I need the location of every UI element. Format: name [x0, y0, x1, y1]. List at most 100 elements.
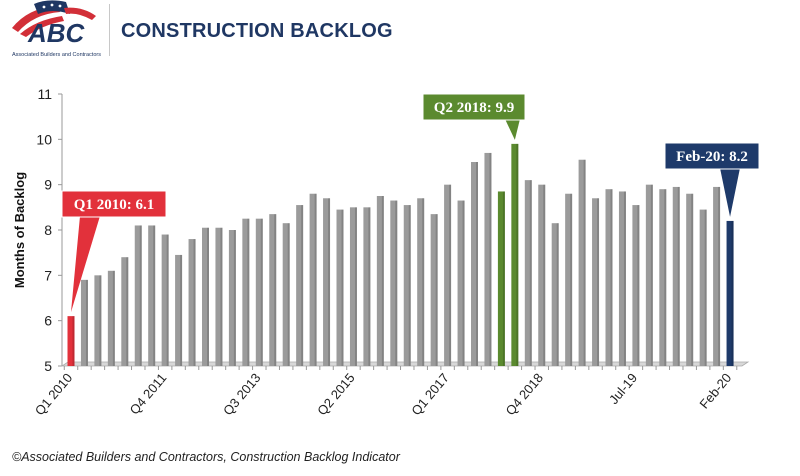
bar-body	[618, 191, 626, 366]
callout: Q2 2018: 9.9	[422, 93, 526, 140]
bar-body	[538, 184, 546, 366]
bar-body	[430, 214, 438, 366]
bar	[336, 209, 344, 366]
bar-body	[269, 214, 277, 366]
x-tick-label: Q1 2017	[408, 370, 452, 418]
bar-shade	[112, 270, 115, 366]
bar-body	[578, 159, 586, 366]
bar-body	[67, 316, 75, 366]
bar-body	[323, 198, 331, 366]
bar-shade	[556, 223, 559, 366]
bar-shade	[502, 191, 505, 366]
bar-body	[188, 239, 196, 366]
bar-shade	[664, 189, 667, 366]
bar	[202, 227, 209, 366]
bar	[403, 205, 411, 366]
y-tick-label: 5	[44, 358, 52, 374]
bar	[686, 193, 694, 366]
bar-body	[417, 198, 425, 366]
callout-pointer	[71, 216, 100, 313]
bar-body	[484, 152, 492, 366]
bar-shade	[72, 316, 75, 366]
bar	[618, 191, 626, 366]
bar-shade	[260, 218, 263, 366]
bar-shade	[166, 234, 169, 366]
bar-body	[376, 196, 384, 366]
bar	[376, 196, 384, 366]
x-tick-label: Jul-19	[606, 370, 640, 407]
bar-shade	[314, 193, 317, 366]
bar	[121, 257, 129, 366]
logo-text: ABC	[27, 18, 86, 48]
bar-shade	[220, 227, 223, 366]
callout-label: Feb-20: 8.2	[676, 149, 748, 165]
y-axis-label: Months of Backlog	[12, 172, 27, 288]
bar-shade	[583, 159, 586, 366]
bar-body	[228, 230, 236, 366]
bar-body	[309, 193, 317, 366]
bar-shade	[153, 225, 156, 366]
bar-body	[444, 184, 452, 366]
bar	[632, 205, 640, 366]
bar-body	[699, 209, 707, 366]
bar-body	[659, 189, 667, 366]
bar-shade	[462, 200, 465, 366]
bar-shade	[354, 207, 357, 366]
bar	[282, 223, 290, 366]
bar	[349, 207, 357, 366]
bar-shade	[193, 239, 196, 366]
bar-body	[148, 225, 156, 366]
bar	[430, 214, 438, 366]
bar-body	[134, 225, 142, 366]
bar	[363, 207, 371, 366]
callout: Q1 2010: 6.1	[61, 190, 167, 313]
bar-body	[80, 279, 88, 366]
bar	[188, 239, 196, 366]
bar-shade	[529, 180, 532, 366]
bar	[309, 193, 317, 366]
bar	[323, 198, 331, 366]
callout-box	[664, 142, 760, 170]
bar	[134, 225, 142, 366]
bar-body	[107, 270, 115, 366]
bar-shade	[381, 196, 384, 366]
bar-body	[726, 220, 734, 366]
callout-label: Q1 2010: 6.1	[74, 197, 154, 213]
bar-shade	[328, 198, 331, 366]
bar-shade	[180, 254, 183, 366]
bar	[565, 193, 573, 366]
y-tick-label: 7	[44, 267, 52, 283]
bar	[659, 189, 667, 366]
bar-body	[121, 257, 129, 366]
bar-shade	[449, 184, 452, 366]
x-tick-label: Q3 2013	[220, 370, 264, 418]
bar-shade	[207, 227, 209, 366]
y-tick-label: 11	[37, 86, 52, 102]
x-tick-label: Q1 2010	[32, 370, 76, 418]
bar	[255, 218, 263, 366]
bar-shade	[610, 189, 613, 366]
bar-body	[349, 207, 357, 366]
bar	[471, 162, 478, 366]
callout-box	[61, 190, 167, 218]
bar	[444, 184, 452, 366]
bar-body	[497, 191, 505, 366]
bar-body	[282, 223, 290, 366]
bar-shade	[623, 191, 626, 366]
bar-shade	[543, 184, 546, 366]
bar	[551, 223, 559, 366]
callout-label: Q2 2018: 9.9	[434, 100, 514, 116]
bar-body	[471, 162, 478, 366]
bar-body	[202, 227, 209, 366]
bar	[148, 225, 156, 366]
abc-logo: ABC Associated Builders and Contractors	[12, 0, 101, 58]
x-tick-label: Q4 2018	[502, 370, 546, 418]
bar-body	[161, 234, 169, 366]
bar	[524, 180, 532, 366]
bar-shade	[301, 205, 304, 366]
bar-shade	[247, 218, 250, 366]
bar	[592, 198, 600, 366]
bar-body	[363, 207, 371, 366]
logo-subtext: Associated Builders and Contractors	[12, 52, 101, 58]
